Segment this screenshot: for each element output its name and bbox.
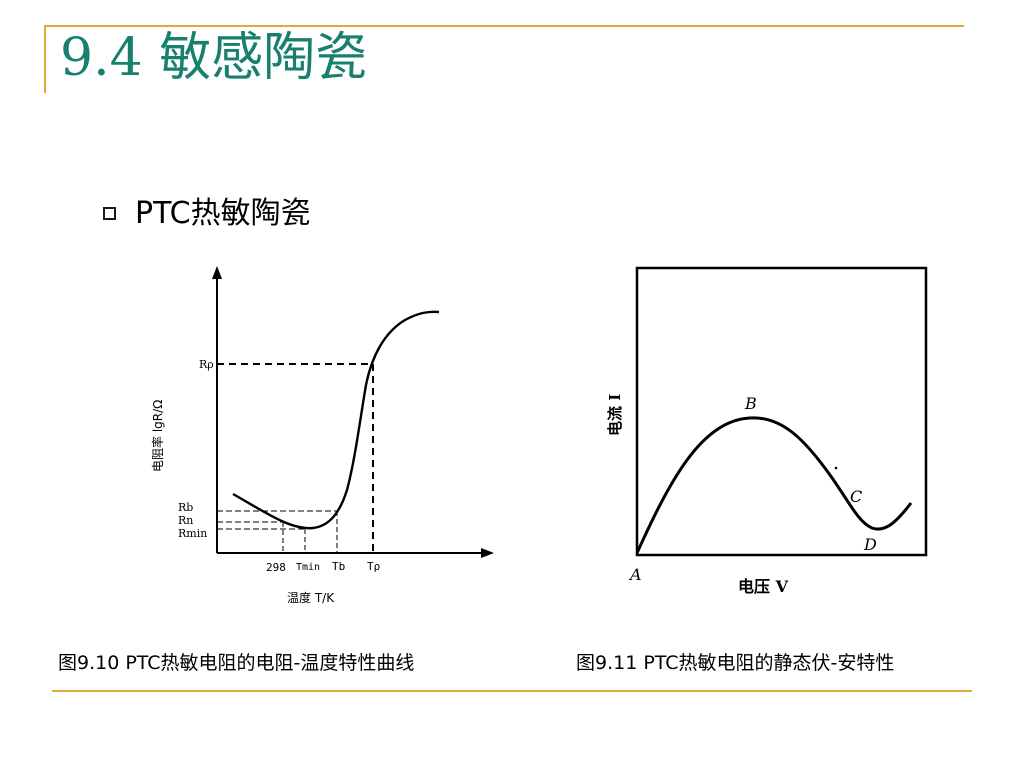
bullet-item: PTC热敏陶瓷 — [103, 190, 311, 231]
voltage-current-curve — [635, 416, 913, 554]
fig1-y-axis-label: 电阻率 lgR/Ω — [150, 400, 165, 472]
resistance-temperature-diagram: Rρ Rb Rn Rmin 298 Tmin Tb Tρ 温度 T/K 电阻率 … — [150, 266, 494, 605]
title-top-rule — [44, 25, 964, 27]
fig1-x-axis-arrow — [481, 548, 494, 558]
tick-label-r-b: Rb — [178, 501, 193, 514]
bullet-text: PTC热敏陶瓷 — [135, 196, 311, 231]
tick-label-t-b: Tb — [332, 560, 345, 573]
voltage-current-diagram: A B C D 电压 V 电流 I — [606, 266, 928, 596]
point-label-d: D — [863, 535, 877, 554]
point-label-a: A — [628, 565, 642, 584]
fig2-frame — [635, 266, 928, 557]
fig1-x-axis-label: 温度 T/K — [287, 590, 335, 605]
tick-label-r-rho: Rρ — [199, 358, 214, 371]
footer-rule — [52, 690, 972, 692]
fig2-stray-dot — [834, 466, 838, 470]
square-bullet-icon — [103, 206, 116, 220]
point-label-b: B — [744, 394, 757, 413]
resistance-temperature-curve — [232, 310, 440, 530]
fig1-reference-lines — [217, 363, 374, 553]
slide-title: 9.4 敏感陶瓷 — [60, 28, 368, 88]
tick-label-298: 298 — [266, 561, 286, 574]
fig1-y-axis-arrow — [212, 266, 222, 279]
tick-label-r-n: Rn — [178, 514, 193, 527]
figure1-caption: 图9.10 PTC热敏电阻的电阻-温度特性曲线 — [58, 652, 415, 674]
tick-label-r-min: Rmin — [178, 527, 207, 540]
fig2-y-axis-label: 电流 I — [606, 394, 624, 436]
tick-label-t-min: Tmin — [296, 562, 320, 573]
tick-label-t-rho: Tρ — [367, 560, 380, 573]
fig2-x-axis-label: 电压 V — [738, 577, 789, 596]
point-label-c: C — [850, 487, 862, 506]
figure2-caption: 图9.11 PTC热敏电阻的静态伏-安特性 — [576, 652, 895, 674]
title-left-rule — [44, 25, 46, 93]
